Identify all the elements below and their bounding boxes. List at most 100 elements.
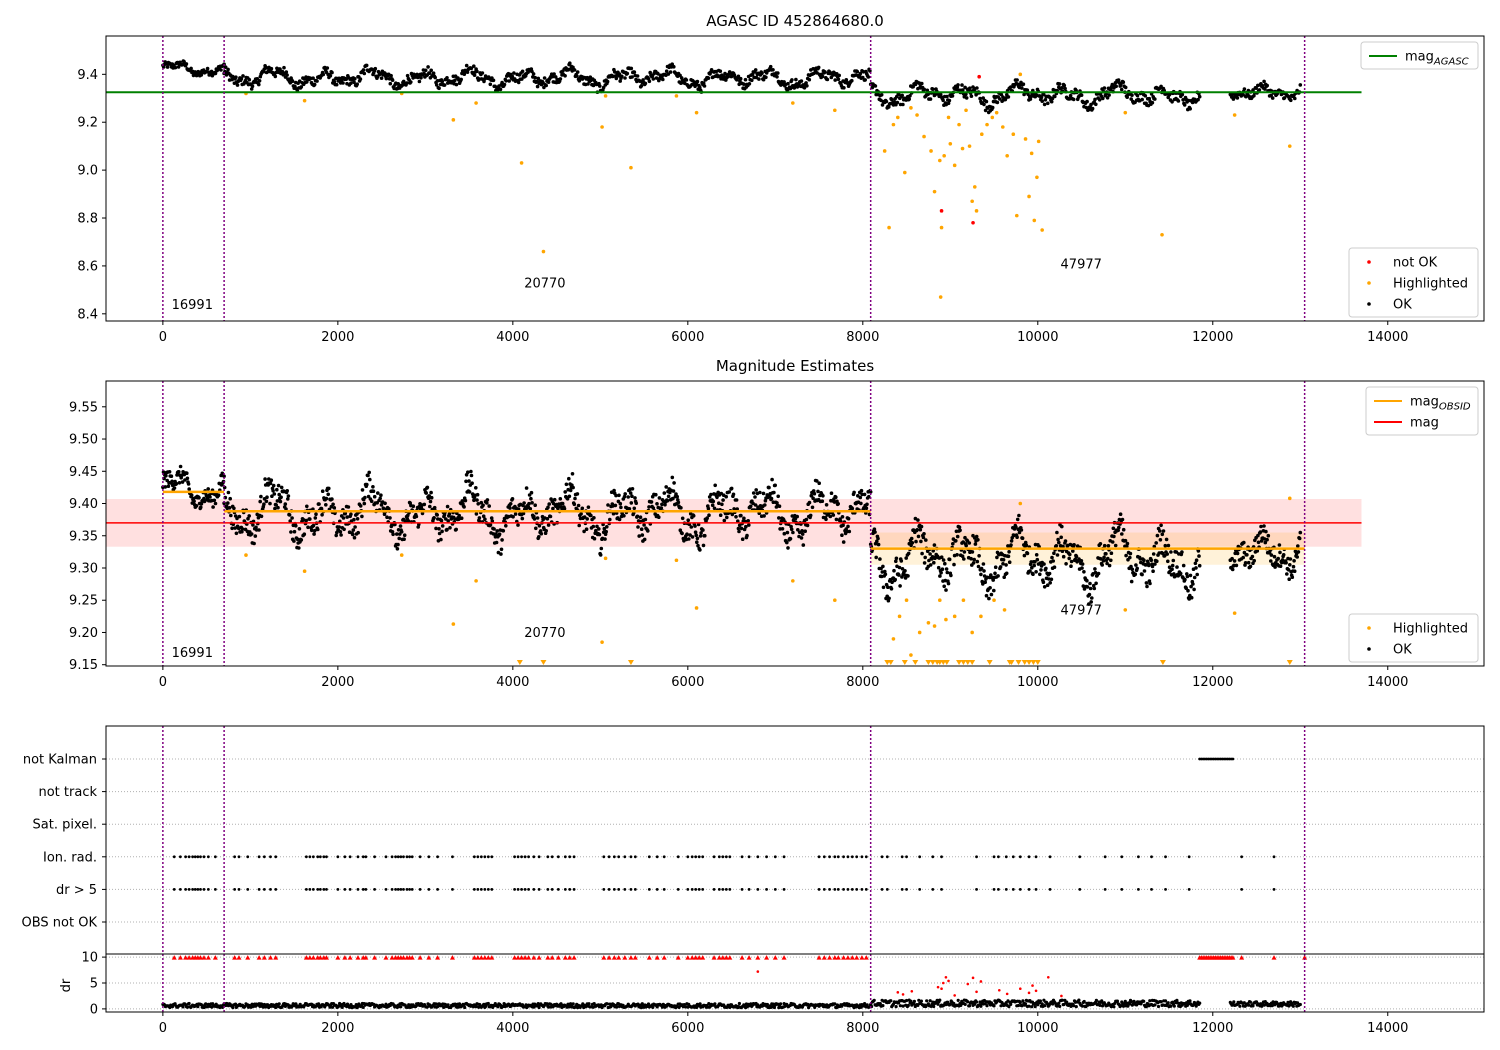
ok-point <box>539 531 544 536</box>
ok-point <box>216 493 221 498</box>
ok-point <box>1288 557 1293 561</box>
ok-point <box>632 506 637 511</box>
ok-point <box>1178 571 1183 576</box>
ok-point <box>353 77 357 81</box>
ok-point <box>1196 97 1200 102</box>
flag-point <box>184 888 188 891</box>
dr-point <box>1007 1005 1011 1009</box>
flag-point <box>343 855 347 859</box>
ok-point <box>689 525 694 529</box>
ok-point <box>349 512 353 517</box>
ok-point <box>679 506 683 510</box>
ok-point <box>1180 550 1184 554</box>
flag-category-label: OBS not OK <box>22 916 98 931</box>
flag-point <box>1034 855 1038 859</box>
ok-point <box>989 592 994 597</box>
dr-point <box>1058 1004 1062 1009</box>
ok-point <box>537 535 541 539</box>
ok-point <box>753 503 758 507</box>
ok-point <box>575 70 580 74</box>
dr-point <box>1027 1004 1031 1008</box>
ok-point <box>1191 582 1195 586</box>
ok-point <box>494 540 499 545</box>
flag-point <box>629 855 633 859</box>
flag-point <box>546 888 550 891</box>
ok-point <box>428 499 433 504</box>
ok-point <box>640 533 645 537</box>
ok-point <box>1009 85 1013 89</box>
ok-point <box>1004 563 1008 567</box>
flag-point <box>233 888 237 891</box>
dr-point <box>274 1005 278 1010</box>
dr-point <box>537 1005 541 1010</box>
ok-point <box>619 505 623 510</box>
ok-point <box>1106 556 1110 561</box>
highlighted-point <box>1023 137 1028 141</box>
ok-point <box>547 502 551 506</box>
dr-point <box>496 1005 500 1009</box>
ok-point <box>771 68 775 72</box>
ok-point <box>382 512 387 516</box>
ok-point <box>874 555 878 560</box>
dr-point <box>1112 1005 1116 1009</box>
x-tick-label: 8000 <box>846 330 879 345</box>
flag-point <box>918 888 922 891</box>
flag-point <box>662 855 666 859</box>
dr-point <box>863 1002 867 1006</box>
ok-point <box>876 536 880 541</box>
ok-point <box>163 485 168 489</box>
ok-point <box>1252 94 1256 98</box>
ok-point <box>472 73 477 77</box>
ok-point <box>846 524 850 529</box>
flag-point <box>568 855 572 859</box>
ok-point <box>342 527 346 532</box>
ok-point <box>671 489 676 493</box>
ok-point <box>178 464 183 469</box>
ok-point <box>1285 572 1289 576</box>
flag-point <box>900 855 904 859</box>
ok-point <box>1112 534 1116 539</box>
ok-point <box>603 537 607 541</box>
flag-point <box>172 888 176 891</box>
dr-point <box>917 998 921 1002</box>
dr-point <box>1074 1005 1078 1009</box>
ok-point <box>858 71 863 76</box>
ok-point <box>565 497 570 501</box>
ok-point <box>288 519 293 523</box>
clipped-highlight-marker <box>1030 660 1037 665</box>
dr-point <box>407 1003 411 1007</box>
ok-point <box>643 81 648 86</box>
ok-point <box>989 573 993 577</box>
flag-point <box>1103 855 1107 859</box>
dr-point <box>1057 1001 1061 1005</box>
ok-point <box>1071 97 1076 102</box>
ok-point <box>1263 87 1267 91</box>
ok-point <box>1091 583 1096 588</box>
flag-point <box>612 855 616 859</box>
ok-point <box>529 490 534 495</box>
ok-point <box>445 76 449 80</box>
ok-point <box>465 70 470 74</box>
ok-point <box>316 527 320 532</box>
ok-point <box>608 517 612 522</box>
ok-point <box>768 64 773 69</box>
ok-point <box>345 515 350 519</box>
ok-point <box>710 503 715 508</box>
ok-point <box>208 495 212 499</box>
highlighted-point <box>1036 139 1041 144</box>
ok-point <box>330 70 334 75</box>
ok-point <box>727 490 731 494</box>
ok-point <box>919 524 924 529</box>
ok-point <box>582 515 587 519</box>
ok-point <box>1090 106 1095 111</box>
ok-point <box>186 482 191 486</box>
ok-point <box>352 80 356 85</box>
flag-point <box>690 888 694 891</box>
flag-point <box>274 855 278 859</box>
ok-point <box>1039 564 1044 568</box>
highlighted-point <box>694 606 699 610</box>
ok-point <box>718 513 723 517</box>
dr-point <box>1275 1002 1280 1006</box>
dr-point <box>881 1004 885 1008</box>
ok-point <box>1298 83 1303 87</box>
